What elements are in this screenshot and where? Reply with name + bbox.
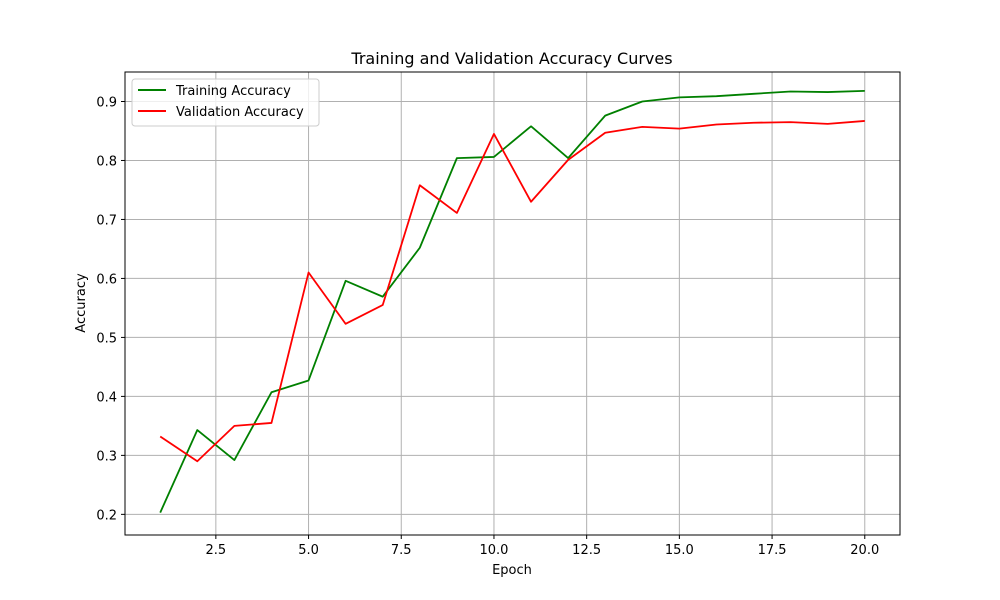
series-lines	[159, 89, 865, 513]
y-tick-label: 0.7	[96, 213, 117, 228]
y-tick-label: 0.3	[96, 449, 117, 464]
legend-label-validation: Validation Accuracy	[176, 105, 304, 120]
legend-label-training: Training Accuracy	[175, 84, 291, 99]
x-tick-label: 2.5	[206, 543, 227, 558]
y-tick-label: 0.5	[96, 331, 117, 346]
series-line-validation-accuracy	[159, 120, 865, 463]
x-tick-label: 17.5	[758, 543, 787, 558]
series-line-training-accuracy	[159, 89, 865, 513]
x-axis-label: Epoch	[492, 563, 532, 578]
y-tick-label: 0.4	[96, 390, 117, 405]
y-tick-label: 0.9	[96, 95, 117, 110]
x-tick-label: 10.0	[479, 543, 508, 558]
x-tick-label: 5.0	[298, 543, 319, 558]
x-axis-ticks: 2.5 5.0 7.5 10.0 12.5 15.0 17.5 20.0	[206, 535, 879, 558]
y-axis-label: Accuracy	[74, 273, 89, 333]
x-tick-label: 7.5	[391, 543, 412, 558]
y-tick-label: 0.8	[96, 154, 117, 169]
x-tick-label: 20.0	[850, 543, 879, 558]
grid-lines	[125, 72, 900, 535]
y-tick-label: 0.2	[96, 508, 117, 523]
x-tick-label: 12.5	[572, 543, 601, 558]
chart-title: Training and Validation Accuracy Curves	[350, 49, 672, 68]
y-tick-label: 0.6	[96, 272, 117, 287]
y-axis-ticks: 0.2 0.3 0.4 0.5 0.6 0.7 0.8 0.9	[96, 95, 125, 523]
x-tick-label: 15.0	[665, 543, 694, 558]
plot-frame	[124, 71, 901, 536]
legend: Training Accuracy Validation Accuracy	[131, 78, 320, 127]
legend-box	[131, 78, 320, 127]
